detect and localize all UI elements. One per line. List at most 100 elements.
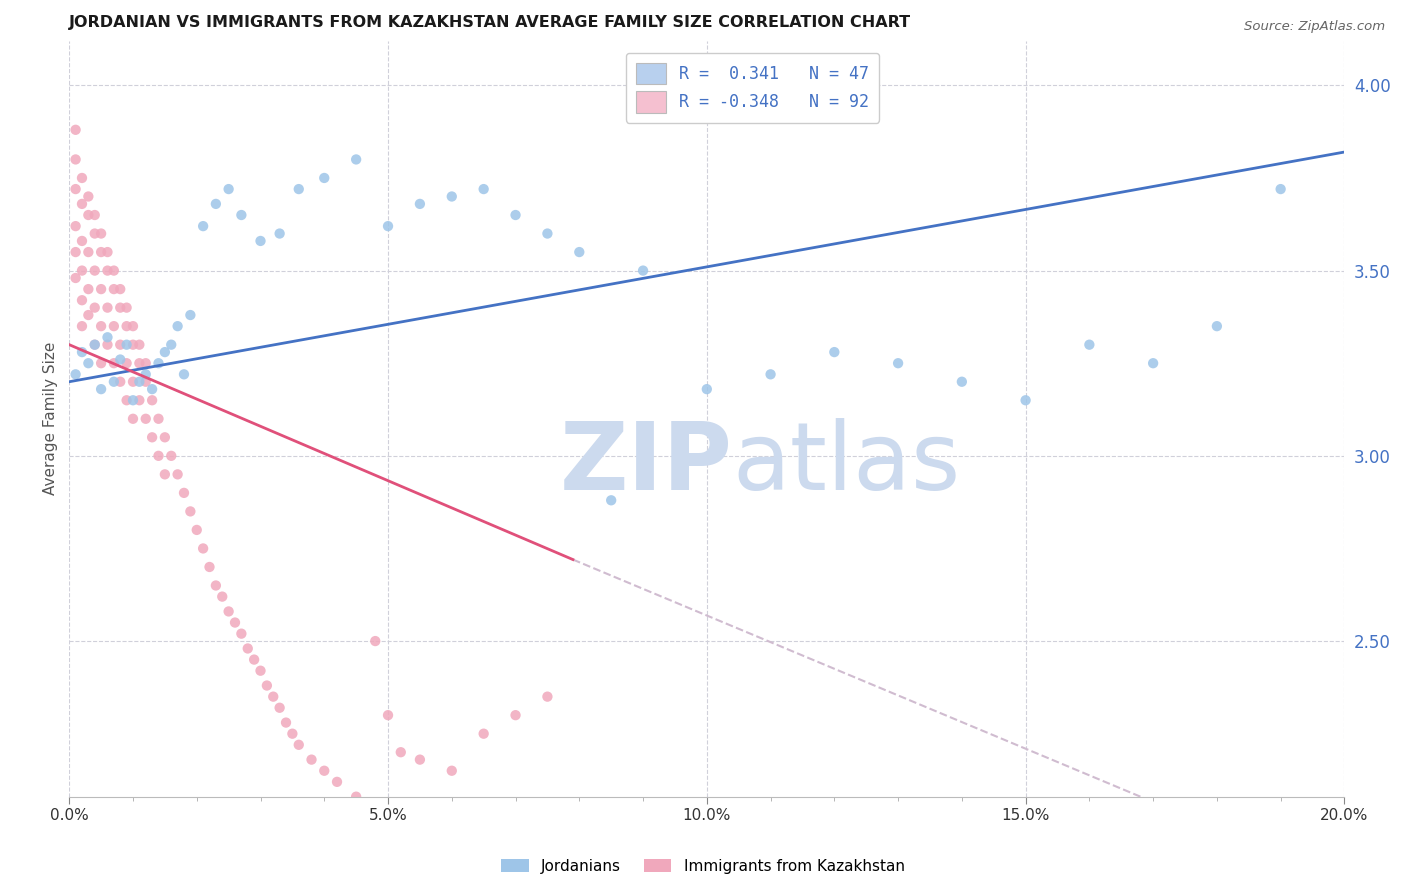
Point [115, 301, 138, 315]
Point [128, 356, 150, 370]
Point [173, 486, 195, 500]
Point [77, 189, 100, 203]
Point [887, 356, 910, 370]
Point [65, 368, 87, 382]
Text: JORDANIAN VS IMMIGRANTS FROM KAZAKHSTAN AVERAGE FAMILY SIZE CORRELATION CHART: JORDANIAN VS IMMIGRANTS FROM KAZAKHSTAN … [69, 15, 911, 30]
Point [314, 764, 336, 778]
Point [110, 375, 132, 389]
Point [135, 356, 157, 370]
Point [70, 234, 93, 248]
Point [568, 245, 591, 260]
Point [83, 227, 105, 241]
Point [173, 368, 195, 382]
Point [83, 301, 105, 315]
Point [96, 245, 118, 260]
Point [83, 337, 105, 351]
Point [269, 227, 291, 241]
Point [90, 382, 112, 396]
Point [122, 393, 145, 408]
Point [472, 727, 495, 741]
Point [287, 738, 309, 752]
Point [128, 393, 150, 408]
Point [536, 227, 558, 241]
Point [122, 375, 145, 389]
Point [122, 411, 145, 425]
Y-axis label: Average Family Size: Average Family Size [44, 343, 58, 495]
Point [160, 337, 183, 351]
Point [440, 764, 463, 778]
Point [90, 319, 112, 334]
Point [110, 282, 132, 296]
Point [148, 411, 170, 425]
Point [236, 641, 259, 656]
Legend: Jordanians, Immigrants from Kazakhstan: Jordanians, Immigrants from Kazakhstan [495, 853, 911, 880]
Point [205, 578, 228, 592]
Point [148, 449, 170, 463]
Point [179, 308, 201, 322]
Point [103, 356, 125, 370]
Point [96, 263, 118, 277]
Point [344, 153, 367, 167]
Point [211, 590, 233, 604]
Point [110, 301, 132, 315]
Point [65, 153, 87, 167]
Point [409, 753, 432, 767]
Point [249, 234, 271, 248]
Point [70, 293, 93, 308]
Point [166, 467, 188, 482]
Point [141, 393, 163, 408]
Point [505, 708, 527, 723]
Point [314, 171, 336, 186]
Point [141, 430, 163, 444]
Point [83, 337, 105, 351]
Point [70, 171, 93, 186]
Point [110, 352, 132, 367]
Point [135, 411, 157, 425]
Point [1142, 356, 1164, 370]
Text: atlas: atlas [733, 418, 960, 510]
Point [950, 375, 973, 389]
Point [823, 345, 845, 359]
Point [191, 541, 214, 556]
Point [103, 263, 125, 277]
Point [377, 219, 399, 234]
Point [110, 337, 132, 351]
Point [600, 493, 623, 508]
Point [377, 708, 399, 723]
Point [301, 753, 323, 767]
Point [186, 523, 208, 537]
Point [122, 337, 145, 351]
Point [326, 775, 349, 789]
Point [103, 319, 125, 334]
Point [153, 467, 176, 482]
Point [256, 679, 278, 693]
Point [90, 356, 112, 370]
Point [1078, 337, 1101, 351]
Text: ZIP: ZIP [560, 418, 733, 510]
Point [77, 356, 100, 370]
Point [153, 430, 176, 444]
Point [83, 263, 105, 277]
Point [631, 263, 654, 277]
Point [96, 301, 118, 315]
Point [231, 208, 253, 222]
Point [364, 634, 387, 648]
Point [153, 345, 176, 359]
Point [135, 375, 157, 389]
Point [77, 282, 100, 296]
Point [1270, 182, 1292, 196]
Point [115, 319, 138, 334]
Point [96, 330, 118, 344]
Point [269, 700, 291, 714]
Point [148, 356, 170, 370]
Point [70, 345, 93, 359]
Point [191, 219, 214, 234]
Point [65, 219, 87, 234]
Point [90, 245, 112, 260]
Point [472, 182, 495, 196]
Point [440, 189, 463, 203]
Point [1205, 319, 1227, 334]
Point [262, 690, 284, 704]
Point [141, 382, 163, 396]
Point [218, 182, 240, 196]
